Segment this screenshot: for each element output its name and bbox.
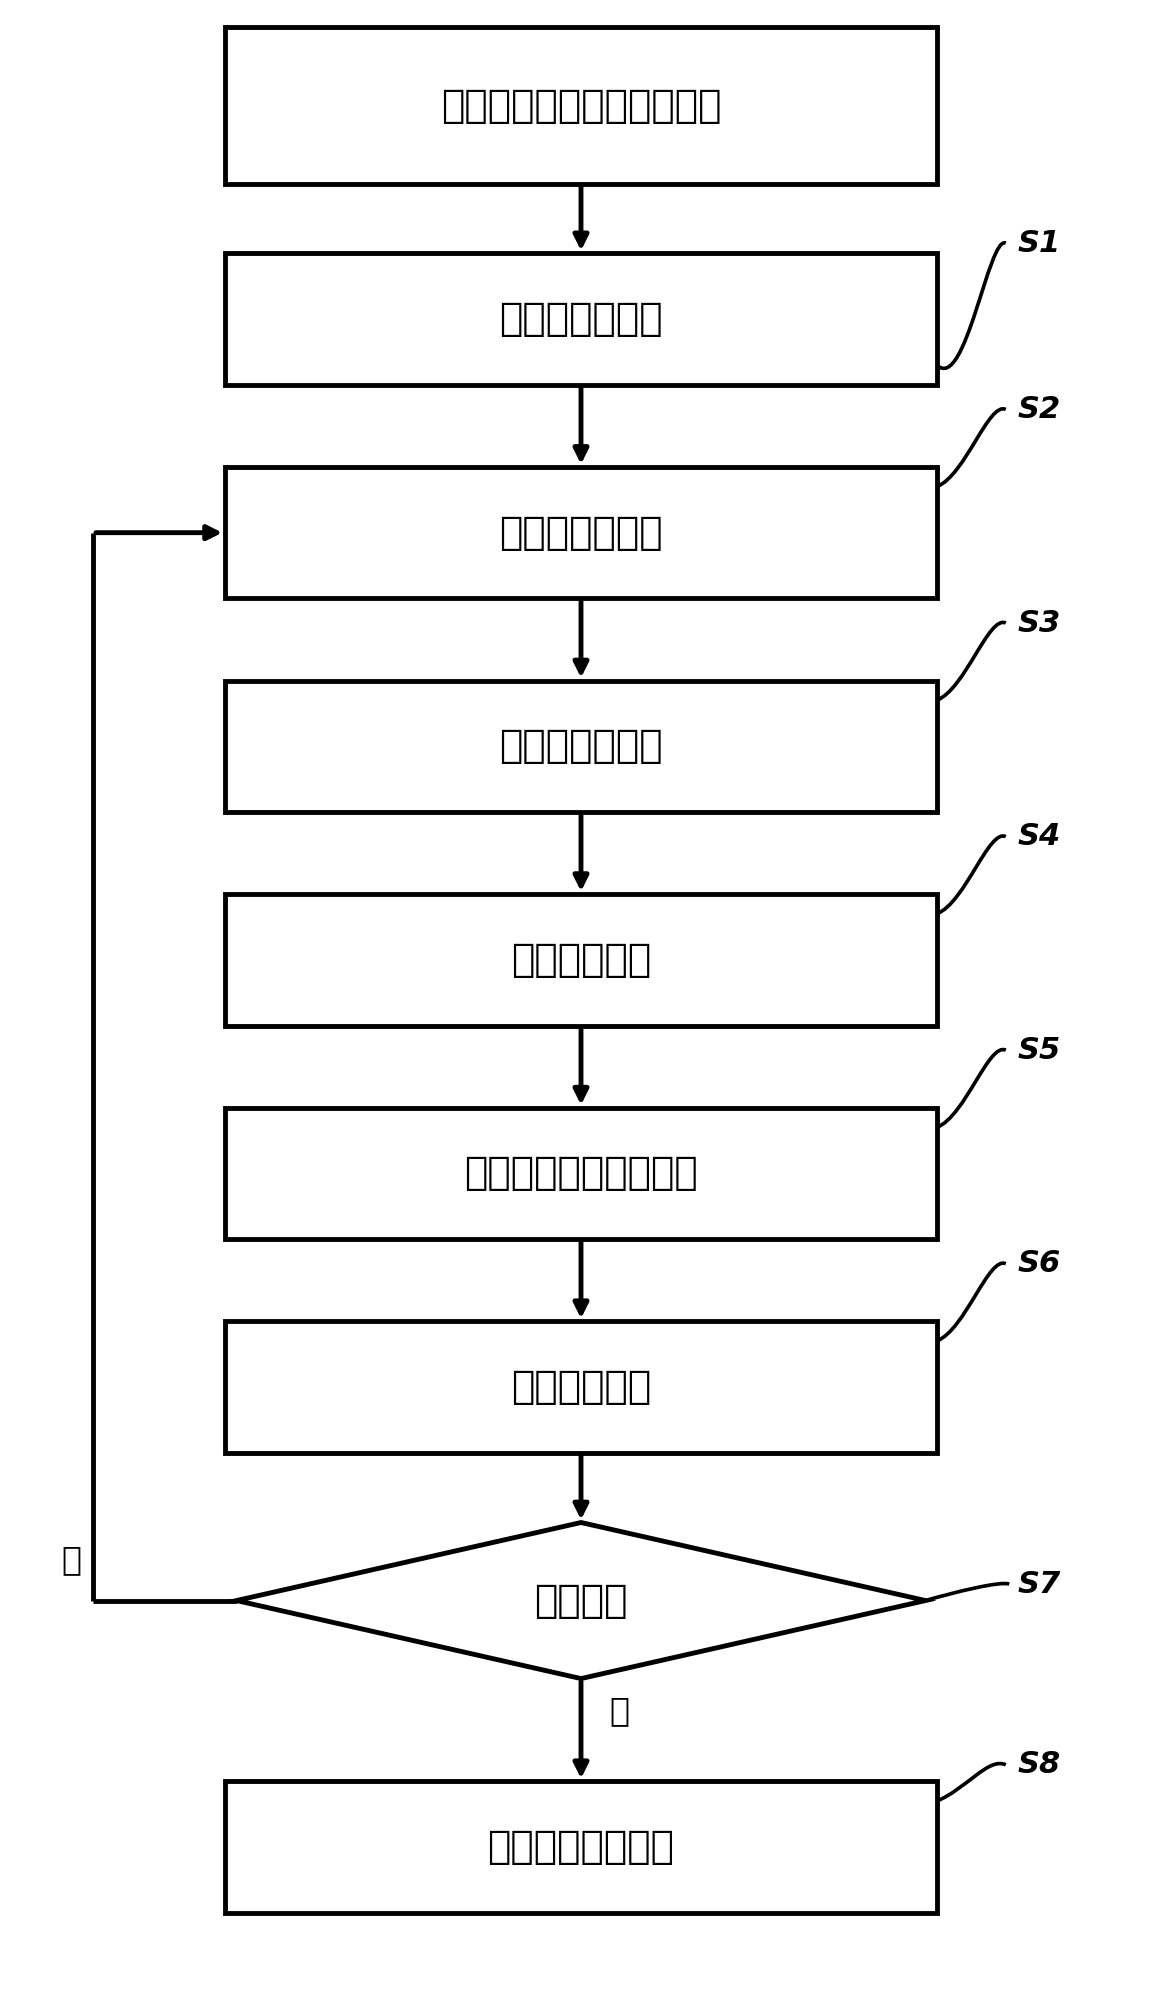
Bar — [225, 1321, 937, 1453]
Bar — [225, 894, 937, 1025]
Text: 三维图像输出单元: 三维图像输出单元 — [488, 1827, 674, 1865]
Bar — [225, 466, 937, 599]
Text: 圆迹合成孔径雷达原始回波: 圆迹合成孔径雷达原始回波 — [440, 86, 722, 125]
Text: S7: S7 — [1017, 1570, 1061, 1598]
Bar — [225, 1781, 937, 1914]
Polygon shape — [237, 1522, 925, 1678]
Text: 判断单元: 判断单元 — [535, 1582, 627, 1620]
Bar — [225, 253, 937, 384]
Text: 否: 否 — [610, 1694, 630, 1727]
Text: 是: 是 — [62, 1544, 81, 1576]
Text: 坐标变换单元: 坐标变换单元 — [511, 941, 651, 979]
Text: S2: S2 — [1017, 394, 1061, 424]
Text: S5: S5 — [1017, 1035, 1061, 1065]
Bar — [225, 1108, 937, 1238]
Text: 方位向处理单元: 方位向处理单元 — [500, 728, 662, 766]
Text: S8: S8 — [1017, 1751, 1061, 1779]
Bar — [225, 681, 937, 812]
Bar — [225, 28, 937, 183]
Text: 空变滤波单元: 空变滤波单元 — [511, 1369, 651, 1405]
Text: S1: S1 — [1017, 229, 1061, 257]
Text: 二维傅立叶逆变换单元: 二维傅立叶逆变换单元 — [464, 1154, 698, 1192]
Text: 距离向处理单元: 距离向处理单元 — [500, 299, 662, 338]
Text: 高度向处理单元: 高度向处理单元 — [500, 515, 662, 551]
Text: S4: S4 — [1017, 822, 1061, 850]
Text: S6: S6 — [1017, 1250, 1061, 1278]
Text: S3: S3 — [1017, 609, 1061, 637]
